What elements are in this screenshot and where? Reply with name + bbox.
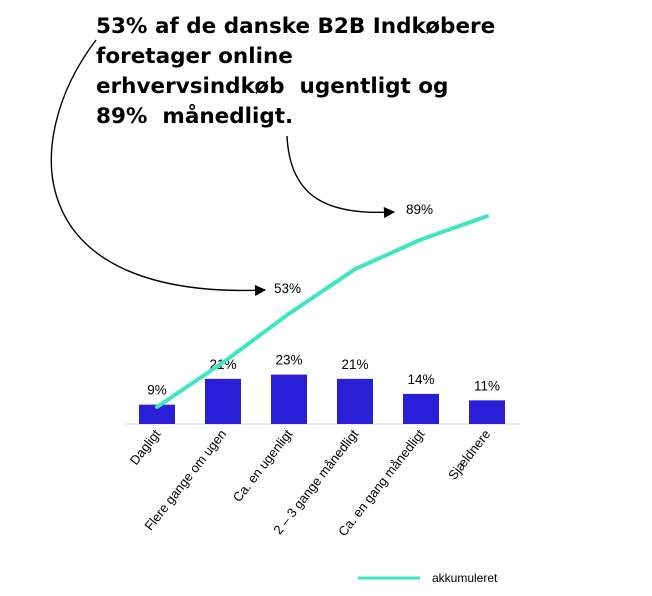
bar-flere-gange-om-ugen xyxy=(205,378,241,424)
title-line-2: foretager online xyxy=(96,44,293,69)
bar-value-label: 23% xyxy=(275,353,302,368)
annotation-53: 53% xyxy=(274,281,301,296)
bar-2-3-gange-manedligt xyxy=(337,378,373,424)
value-labels-group: 9%21% 23% 21%14% 11% xyxy=(147,353,500,398)
title-line-1: 53% af de danske B2B Indkøbere xyxy=(96,14,496,39)
bar-sjaeldnere xyxy=(469,400,505,424)
annotation-arrow-89 xyxy=(286,135,396,219)
annotation-89: 89% xyxy=(406,202,433,217)
chart-title: 53% af de danske B2B Indkøbere foretager… xyxy=(96,12,616,132)
x-tick-label: Dagligt xyxy=(127,426,164,467)
cumulative-line xyxy=(155,214,489,409)
bar-value-label: 9% xyxy=(147,383,167,398)
bar-dagligt xyxy=(139,404,175,424)
bar-ca-en-ugenligt xyxy=(271,374,307,424)
legend-label: akkumuleret xyxy=(432,571,498,585)
x-tick-label: Ca. en ugenligt xyxy=(230,426,296,504)
title-line-3: erhvervsindkøb ugentligt og xyxy=(96,74,449,99)
annotation-arrow-53 xyxy=(50,39,267,297)
x-tick-label: Sjældnere xyxy=(445,427,493,483)
bar-value-label: 14% xyxy=(407,372,434,387)
bar-value-label: 11% xyxy=(474,378,500,393)
title-line-4: 89% månedligt. xyxy=(96,104,294,129)
bar-value-label: 21% xyxy=(341,357,368,372)
bar-ca-en-gang-manedligt xyxy=(403,393,439,424)
bars-group xyxy=(139,374,505,424)
